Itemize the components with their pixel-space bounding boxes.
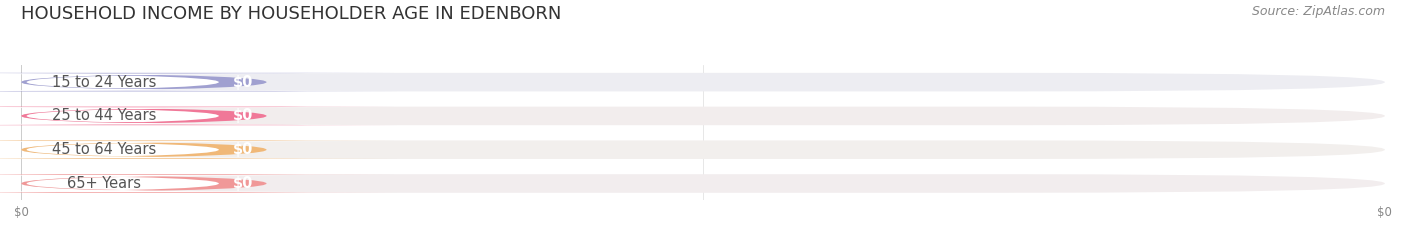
Text: 65+ Years: 65+ Years	[67, 176, 141, 191]
FancyBboxPatch shape	[0, 141, 374, 158]
Text: 25 to 44 Years: 25 to 44 Years	[52, 108, 156, 123]
Text: 45 to 64 Years: 45 to 64 Years	[52, 142, 156, 157]
Text: HOUSEHOLD INCOME BY HOUSEHOLDER AGE IN EDENBORN: HOUSEHOLD INCOME BY HOUSEHOLDER AGE IN E…	[21, 5, 561, 23]
Text: $0: $0	[232, 108, 253, 123]
FancyBboxPatch shape	[0, 74, 374, 91]
FancyBboxPatch shape	[21, 174, 1385, 193]
FancyBboxPatch shape	[21, 73, 1385, 91]
Text: Source: ZipAtlas.com: Source: ZipAtlas.com	[1251, 5, 1385, 18]
FancyBboxPatch shape	[0, 140, 396, 159]
FancyBboxPatch shape	[21, 107, 1385, 125]
Text: $0: $0	[232, 142, 253, 157]
FancyBboxPatch shape	[0, 174, 396, 193]
Text: $0: $0	[232, 75, 253, 90]
FancyBboxPatch shape	[0, 175, 374, 192]
FancyBboxPatch shape	[0, 107, 374, 124]
FancyBboxPatch shape	[0, 107, 396, 125]
Text: $0: $0	[232, 176, 253, 191]
Text: 15 to 24 Years: 15 to 24 Years	[52, 75, 156, 90]
FancyBboxPatch shape	[0, 73, 396, 91]
FancyBboxPatch shape	[21, 140, 1385, 159]
